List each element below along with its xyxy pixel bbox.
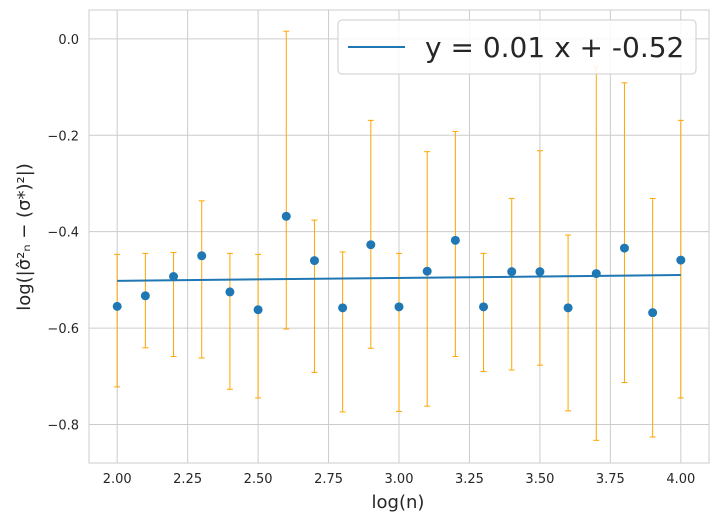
data-point bbox=[450, 235, 460, 245]
y-tick-labels: 0.0 −0.2 −0.4 −0.6 −0.8 bbox=[47, 33, 79, 434]
x-axis-label: log(n) bbox=[372, 492, 425, 513]
data-point bbox=[619, 243, 629, 253]
x-tick-label: 2.00 bbox=[103, 472, 132, 487]
x-tick-label: 3.50 bbox=[525, 472, 554, 487]
data-point bbox=[338, 303, 348, 313]
data-point bbox=[281, 211, 291, 221]
data-point bbox=[422, 266, 432, 276]
y-tick-label: −0.4 bbox=[47, 226, 79, 241]
data-point bbox=[309, 256, 319, 266]
data-point bbox=[366, 240, 376, 250]
data-point bbox=[591, 269, 601, 279]
legend: y = 0.01 x + -0.52 bbox=[337, 19, 697, 75]
fit-line-group bbox=[117, 274, 681, 282]
x-tick-label: 3.75 bbox=[596, 472, 625, 487]
data-point bbox=[563, 303, 573, 313]
data-point bbox=[676, 255, 686, 265]
x-tick-label: 4.00 bbox=[666, 472, 695, 487]
data-point bbox=[648, 308, 658, 318]
data-point bbox=[197, 251, 207, 261]
y-axis-label: log(|σ̂²ₙ − (σ*)²|) bbox=[14, 163, 35, 311]
x-tick-label: 2.75 bbox=[314, 472, 343, 487]
y-tick-label: −0.6 bbox=[47, 322, 79, 337]
data-point bbox=[225, 287, 235, 297]
data-point bbox=[169, 271, 179, 281]
data-point bbox=[479, 302, 489, 312]
x-tick-label: 3.25 bbox=[455, 472, 484, 487]
data-points bbox=[112, 211, 686, 318]
y-tick-label: 0.0 bbox=[58, 33, 79, 48]
x-tick-label: 2.50 bbox=[244, 472, 273, 487]
x-tick-label: 2.25 bbox=[173, 472, 202, 487]
fit-line bbox=[117, 274, 681, 282]
legend-label: y = 0.01 x + -0.52 bbox=[425, 31, 684, 64]
data-point bbox=[507, 267, 517, 277]
data-point bbox=[535, 267, 545, 277]
legend-box bbox=[337, 19, 697, 75]
data-point bbox=[253, 305, 263, 315]
data-point bbox=[112, 301, 122, 311]
plot-frame bbox=[88, 9, 710, 464]
x-tick-labels: 2.00 2.25 2.50 2.75 3.00 3.25 3.50 3.75 4.00 bbox=[103, 472, 696, 487]
y-tick-label: −0.2 bbox=[47, 129, 79, 144]
x-tick-label: 3.00 bbox=[385, 472, 414, 487]
data-point bbox=[394, 302, 404, 312]
data-point bbox=[140, 291, 150, 301]
y-tick-label: −0.8 bbox=[47, 418, 79, 433]
